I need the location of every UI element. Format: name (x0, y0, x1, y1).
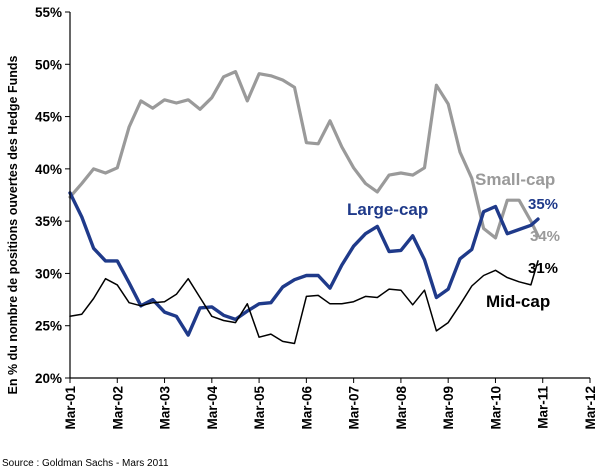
y-tick-label: 45% (35, 110, 62, 125)
x-tick-label: Mar-01 (63, 386, 78, 430)
axes: 20% 25% 30% 35% 40% 45% 50% 55% Mar-01 Mar-02 Mar-… (35, 5, 598, 430)
series-layer (68, 69, 540, 345)
y-tick-label: 35% (35, 214, 62, 229)
y-axis-title: En % du nombre de positions ouvertes des… (6, 55, 20, 394)
series-label-large-cap: Large-cap (347, 200, 428, 219)
series-label-small-cap: Small-cap (475, 170, 555, 189)
y-tick-label: 55% (35, 5, 62, 20)
x-tick-label: Mar-03 (158, 386, 173, 430)
x-tick-label: Mar-06 (299, 386, 314, 430)
x-tick-label: Mar-10 (488, 386, 503, 430)
x-tick-label: Mar-05 (252, 386, 267, 430)
y-tick-label: 40% (35, 162, 62, 177)
y-tick-label: 50% (35, 57, 62, 72)
y-tick-label: 25% (35, 319, 62, 334)
x-tick-label: Mar-04 (205, 386, 220, 430)
end-label-large-cap: 35% (528, 196, 558, 213)
series-line-mid-cap (69, 260, 539, 345)
end-label-mid-cap: 31% (528, 260, 558, 277)
x-tick-label: Mar-11 (536, 386, 551, 429)
x-tick-label: Mar-12 (583, 386, 598, 430)
series-line-large-cap (68, 191, 540, 337)
series-line-small-cap (68, 69, 540, 240)
y-tick-label: 20% (35, 371, 62, 386)
end-label-small-cap: 34% (530, 228, 560, 245)
source-note: Source : Goldman Sachs - Mars 2011 (2, 458, 169, 469)
x-tick-label: Mar-02 (110, 386, 125, 430)
x-tick-label: Mar-07 (347, 386, 362, 430)
series-label-mid-cap: Mid-cap (486, 292, 550, 311)
x-tick-label: Mar-09 (441, 386, 456, 430)
y-tick-label: 30% (35, 266, 62, 281)
x-tick-label: Mar-08 (394, 386, 409, 430)
